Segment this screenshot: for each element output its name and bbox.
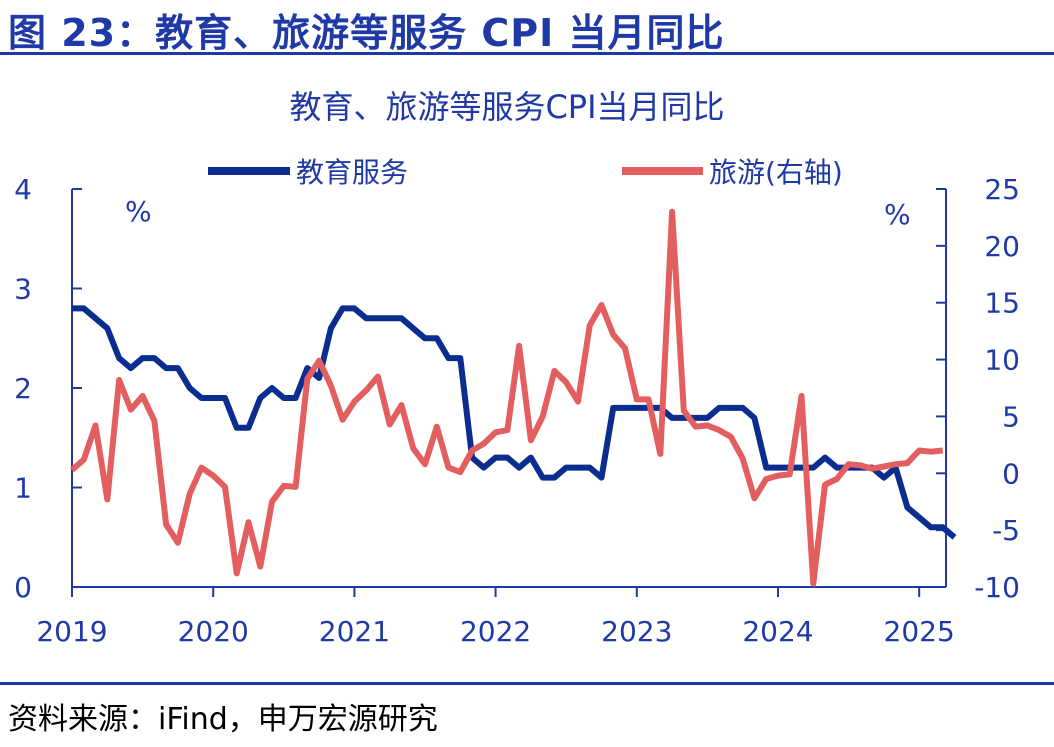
right-tick-label: -5 xyxy=(992,514,1020,547)
right-tick-label: -10 xyxy=(974,571,1020,604)
right-tick-label: 15 xyxy=(984,287,1020,320)
right-axis-unit: % xyxy=(884,198,911,231)
x-tick-label: 2020 xyxy=(178,615,249,648)
source-rule xyxy=(0,682,1054,685)
source-note: 资料来源：iFind，申万宏源研究 xyxy=(8,702,438,737)
chart-title: 教育、旅游等服务CPI当月同比 xyxy=(289,88,724,126)
left-tick-label: 3 xyxy=(14,273,32,306)
legend-label-tourism: 旅游(右轴) xyxy=(709,156,843,189)
right-tick-label: 10 xyxy=(984,344,1020,377)
left-axis-unit: % xyxy=(125,195,152,228)
series-line-tourism xyxy=(70,208,944,587)
left-tick-label: 0 xyxy=(14,571,32,604)
right-tick-label: 0 xyxy=(1002,457,1020,490)
left-tick-label: 4 xyxy=(14,173,32,206)
left-tick-label: 2 xyxy=(14,372,32,405)
x-tick-label: 2023 xyxy=(601,615,672,648)
figure-title: 图 23：教育、旅游等服务 CPI 当月同比 xyxy=(8,11,725,55)
x-tick-label: 2025 xyxy=(884,615,955,648)
x-tick-label: 2019 xyxy=(36,615,107,648)
title-rule xyxy=(0,52,1054,55)
x-tick-label: 2021 xyxy=(319,615,390,648)
x-tick-label: 2022 xyxy=(460,615,531,648)
right-tick-label: 5 xyxy=(1002,400,1020,433)
left-tick-label: 1 xyxy=(14,472,32,505)
x-tick-label: 2024 xyxy=(742,615,813,648)
legend: 教育服务 旅游(右轴) xyxy=(208,156,843,189)
right-tick-label: 25 xyxy=(984,173,1020,206)
right-tick-label: 20 xyxy=(984,230,1020,263)
line-chart: 教育、旅游等服务CPI当月同比 教育服务 旅游(右轴) % % 0 1 2 3 4 -1… xyxy=(14,88,1020,648)
legend-label-education: 教育服务 xyxy=(296,156,408,189)
